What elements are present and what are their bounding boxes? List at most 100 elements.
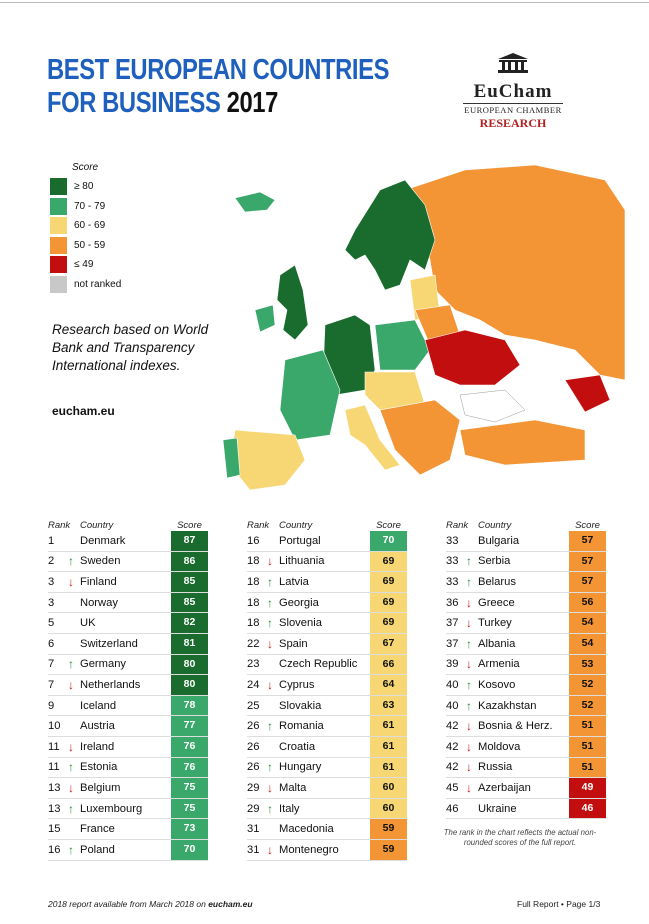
legend-title: Score bbox=[72, 162, 99, 173]
arrow-up-icon: ↑ bbox=[466, 698, 472, 713]
table-row: 26 Croatia 61 bbox=[247, 736, 407, 758]
rank-cell: 40 bbox=[446, 678, 459, 691]
country-cell: Netherlands bbox=[80, 678, 141, 691]
arrow-up-icon: ↑ bbox=[68, 801, 74, 816]
score-cell: 78 bbox=[171, 695, 208, 716]
map-russia bbox=[404, 164, 625, 381]
rank-cell: 13 bbox=[48, 802, 61, 815]
arrow-down-icon: ↓ bbox=[466, 616, 472, 631]
research-note: Research based on World Bank and Transpa… bbox=[52, 322, 209, 373]
header-score: Score bbox=[376, 520, 401, 531]
rank-cell: 11 bbox=[48, 761, 60, 774]
table-row: 25 Slovakia 63 bbox=[247, 695, 407, 717]
table-row: 23 Czech Republic 66 bbox=[247, 654, 407, 676]
table-row: 29 ↑ Italy 60 bbox=[247, 798, 407, 820]
country-cell: Latvia bbox=[279, 575, 309, 588]
arrow-up-icon: ↑ bbox=[466, 636, 472, 651]
arrow-up-icon: ↑ bbox=[267, 574, 273, 589]
map-iceland bbox=[234, 191, 276, 213]
country-cell: Russia bbox=[478, 761, 513, 774]
arrow-up-icon: ↑ bbox=[267, 760, 273, 775]
legend-item: ≥ 80 bbox=[50, 177, 121, 197]
arrow-up-icon: ↑ bbox=[68, 657, 74, 672]
score-cell: 53 bbox=[569, 654, 606, 675]
top-rule bbox=[0, 2, 649, 3]
arrow-up-icon: ↑ bbox=[68, 842, 74, 857]
country-cell: Norway bbox=[80, 596, 118, 609]
score-cell: 66 bbox=[370, 654, 407, 675]
rank-cell: 5 bbox=[48, 617, 55, 630]
score-cell: 70 bbox=[370, 531, 407, 551]
score-cell: 52 bbox=[569, 695, 606, 716]
rank-cell: 45 bbox=[446, 781, 459, 794]
country-cell: Serbia bbox=[478, 555, 511, 568]
arrow-down-icon: ↓ bbox=[68, 574, 74, 589]
country-cell: Estonia bbox=[80, 761, 118, 774]
table-row: 45 ↓ Azerbaijan 49 bbox=[446, 778, 606, 799]
table-row: 7 ↓ Netherlands 80 bbox=[48, 675, 208, 696]
country-cell: Austria bbox=[80, 720, 115, 733]
rank-cell: 22 bbox=[247, 637, 260, 650]
score-cell: 69 bbox=[370, 613, 407, 633]
rank-cell: 42 bbox=[446, 761, 459, 774]
country-cell: Belarus bbox=[478, 575, 516, 588]
table-row: 6 Switzerland 81 bbox=[48, 633, 208, 655]
map-caucasus bbox=[564, 374, 611, 413]
rank-cell: 26 bbox=[247, 740, 260, 753]
rank-cell: 42 bbox=[446, 740, 459, 753]
title-year: 2017 bbox=[226, 87, 279, 119]
table-row: 39 ↓ Armenia 53 bbox=[446, 654, 606, 676]
rank-cell: 31 bbox=[247, 823, 260, 836]
score-cell: 76 bbox=[171, 736, 208, 757]
arrow-up-icon: ↑ bbox=[267, 801, 273, 816]
country-cell: Slovakia bbox=[279, 699, 322, 712]
table-header: Rank Country Score bbox=[446, 515, 606, 531]
arrow-up-icon: ↑ bbox=[466, 554, 472, 569]
arrow-up-icon: ↑ bbox=[267, 616, 273, 631]
table-row: 36 ↓ Greece 56 bbox=[446, 592, 606, 614]
country-cell: Switzerland bbox=[80, 637, 138, 650]
footer-site: eucham.eu bbox=[208, 899, 253, 909]
rank-cell: 33 bbox=[446, 534, 459, 547]
footnote: The rank in the chart reflects the actua… bbox=[443, 828, 597, 847]
header-country: Country bbox=[478, 520, 512, 531]
score-cell: 52 bbox=[569, 675, 606, 695]
table-row: 18 ↑ Slovenia 69 bbox=[247, 613, 407, 634]
rank-cell: 18 bbox=[247, 575, 260, 588]
rank-cell: 37 bbox=[446, 637, 459, 650]
table-row: 7 ↑ Germany 80 bbox=[48, 654, 208, 676]
rank-cell: 25 bbox=[247, 699, 260, 712]
rank-cell: 15 bbox=[48, 823, 61, 836]
arrow-down-icon: ↓ bbox=[267, 842, 273, 857]
arrow-up-icon: ↑ bbox=[267, 719, 273, 734]
score-cell: 67 bbox=[370, 633, 407, 654]
score-cell: 57 bbox=[569, 572, 606, 592]
ranking-table-3: Rank Country Score 33 Bulgaria 57 33 ↑ Serbia 57 3… bbox=[446, 515, 606, 820]
rank-cell: 11 bbox=[48, 740, 60, 753]
score-cell: 75 bbox=[171, 778, 208, 798]
score-cell: 54 bbox=[569, 633, 606, 654]
arrow-down-icon: ↓ bbox=[68, 739, 74, 754]
table-row: 33 ↑ Belarus 57 bbox=[446, 572, 606, 593]
building-icon bbox=[498, 53, 528, 73]
country-cell: Azerbaijan bbox=[478, 781, 531, 794]
score-cell: 60 bbox=[370, 778, 407, 798]
score-cell: 80 bbox=[171, 675, 208, 695]
score-cell: 46 bbox=[569, 798, 606, 819]
legend-item: 50 - 59 bbox=[50, 236, 121, 256]
map-iberia bbox=[229, 429, 306, 491]
ranking-table-2: Rank Country Score 16 Portugal 70 18 ↓ Lithuania… bbox=[247, 515, 407, 861]
map-black-sea bbox=[459, 389, 526, 423]
arrow-down-icon: ↓ bbox=[267, 780, 273, 795]
score-cell: 51 bbox=[569, 716, 606, 736]
legend-item: 60 - 69 bbox=[50, 216, 121, 236]
table-row: 31 Macedonia 59 bbox=[247, 819, 407, 840]
legend-item: not ranked bbox=[50, 275, 121, 295]
rank-cell: 6 bbox=[48, 637, 55, 650]
table-row: 46 Ukraine 46 bbox=[446, 798, 606, 820]
table-row: 5 UK 82 bbox=[48, 613, 208, 634]
rank-cell: 1 bbox=[48, 534, 55, 547]
ranking-table-1: Rank Country Score 1 Denmark 87 2 ↑ Sweden 86 3 ↓ Fi… bbox=[48, 515, 208, 861]
score-cell: 61 bbox=[370, 757, 407, 778]
score-legend: Score ≥ 80 70 - 79 60 - 69 50 - 59 ≤ 49 not r… bbox=[50, 162, 121, 294]
